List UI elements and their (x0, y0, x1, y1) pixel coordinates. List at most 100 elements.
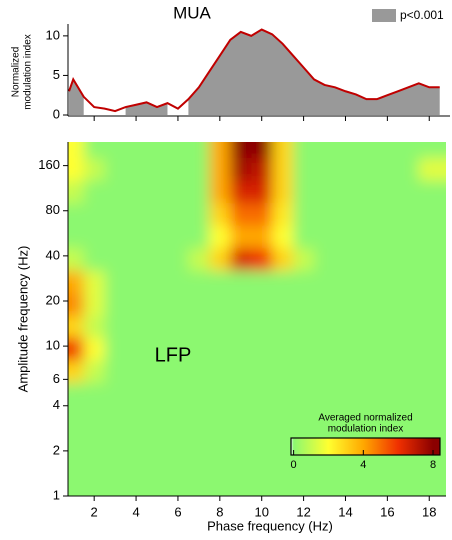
heatmap-cell (230, 202, 252, 226)
heatmap-cell (251, 337, 273, 361)
y-tick-label: 10 (46, 27, 60, 42)
heatmap-cell (314, 472, 336, 496)
heatmap-cell (272, 247, 294, 271)
heatmap-cell (68, 270, 85, 294)
heatmap-cell (355, 337, 378, 361)
heatmap-cell (209, 405, 231, 429)
heatmap-cell (314, 180, 336, 204)
heatmap-cell (125, 382, 148, 406)
y-tick-label: 0 (53, 106, 60, 121)
y-tick-label: 2 (53, 442, 60, 457)
heatmap-cell (146, 472, 168, 496)
heatmap-cell (355, 180, 378, 204)
heatmap-cell (104, 472, 127, 496)
heatmap-cell (376, 247, 399, 271)
heatmap-cell (188, 315, 210, 338)
heatmap-cell (230, 337, 252, 361)
y-tick-label: 80 (46, 202, 60, 217)
heatmap-cell (209, 382, 231, 406)
heatmap-cell (376, 180, 399, 204)
heatmap-cell (314, 157, 336, 181)
heatmap-cell (146, 359, 168, 384)
heatmap-cell (251, 202, 273, 226)
colorbar-tick-label: 0 (291, 459, 297, 471)
y-tick-label: 4 (53, 397, 60, 412)
heatmap-cell (125, 359, 148, 384)
heatmap-cell (272, 225, 294, 249)
legend-label: p<0.001 (400, 8, 444, 22)
heatmap-cell (355, 450, 378, 474)
heatmap-cell (418, 157, 446, 181)
heatmap-cell (209, 472, 231, 496)
y-tick-label: 40 (46, 247, 60, 262)
heatmap-cell (251, 157, 273, 181)
heatmap-cell (146, 405, 168, 429)
heatmap-cell (125, 225, 148, 249)
heatmap-cell (167, 337, 189, 361)
heatmap-cell (251, 180, 273, 204)
heatmap-cell (376, 450, 399, 474)
colorbar (290, 437, 441, 456)
heatmap-cell (146, 142, 168, 159)
heatmap-cell (355, 472, 378, 496)
heatmap-cell (167, 427, 189, 451)
heatmap-cell (104, 142, 127, 159)
heatmap-cell (272, 270, 294, 294)
heatmap-cell (188, 142, 210, 159)
heatmap-cell (68, 247, 85, 271)
heatmap-cell (146, 292, 168, 316)
heatmap-cell (104, 270, 127, 294)
heatmap-cell (209, 225, 231, 249)
heatmap-cell (272, 157, 294, 181)
heatmap-cell (376, 225, 399, 249)
heatmap-cell (230, 225, 252, 249)
heatmap-cell (314, 450, 336, 474)
heatmap-cell (83, 270, 106, 294)
heatmap-cell (293, 247, 315, 271)
heatmap-cell (397, 472, 420, 496)
heatmap-cell (335, 337, 357, 361)
heatmap-cell (230, 315, 252, 338)
heatmap-cell (397, 359, 420, 384)
y-tick-label: 20 (46, 292, 60, 307)
heatmap-cell (272, 142, 294, 159)
heatmap-cell (314, 405, 336, 429)
heatmap-cell (167, 157, 189, 181)
heatmap-cell (125, 247, 148, 271)
heatmap-cell (146, 382, 168, 406)
heatmap-cell (68, 202, 85, 226)
heatmap-cell (251, 225, 273, 249)
heatmap-cell (230, 180, 252, 204)
heatmap-cell (230, 472, 252, 496)
heatmap-cell (209, 270, 231, 294)
heatmap-cell (167, 405, 189, 429)
heatmap-cell (293, 315, 315, 338)
heatmap-cell (397, 180, 420, 204)
heatmap-cell (314, 142, 336, 159)
heatmap-cell (188, 292, 210, 316)
heatmap-cell (251, 450, 273, 474)
heatmap-cell (167, 180, 189, 204)
heatmap-cell (376, 405, 399, 429)
heatmap-cell (418, 202, 446, 226)
heatmap-cell (68, 180, 85, 204)
heatmap-cell (355, 247, 378, 271)
heatmap-cell (125, 337, 148, 361)
heatmap-cell (104, 202, 127, 226)
heatmap-cell (209, 450, 231, 474)
y-label-line: Normalized (11, 47, 22, 98)
heatmap-cell (355, 315, 378, 338)
heatmap-cell (125, 292, 148, 316)
heatmap-cell (251, 315, 273, 338)
heatmap-cell (104, 405, 127, 429)
heatmap-cell (418, 359, 446, 384)
heatmap-cell (376, 157, 399, 181)
y-tick-label: 160 (38, 157, 60, 172)
heatmap-cell (146, 180, 168, 204)
heatmap-cell (104, 180, 127, 204)
heatmap-cell (397, 315, 420, 338)
heatmap-cell (209, 337, 231, 361)
heatmap-cell (125, 450, 148, 474)
heatmap-cell (230, 359, 252, 384)
